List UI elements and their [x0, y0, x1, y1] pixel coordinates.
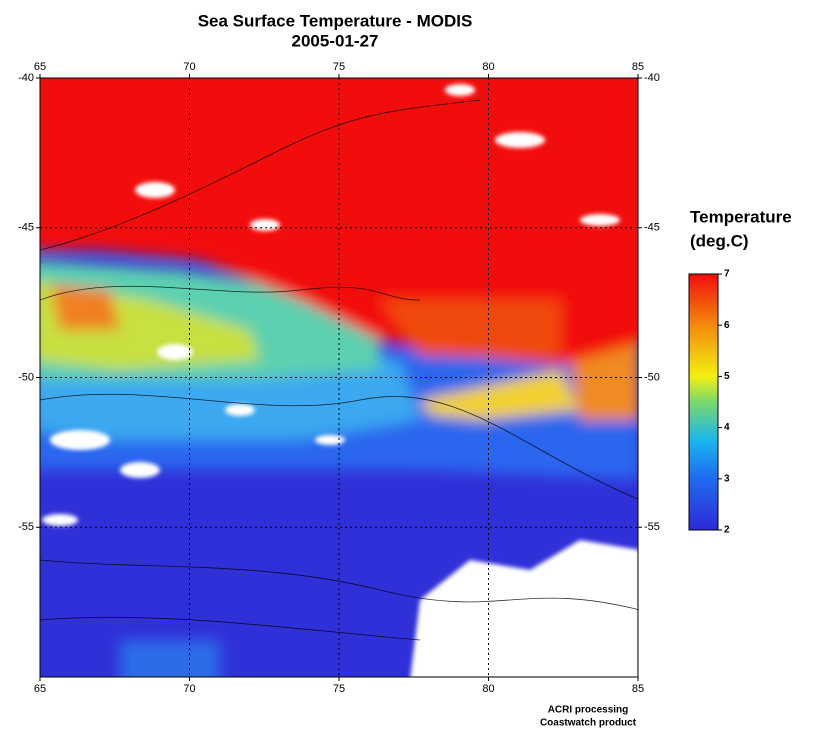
credit: Coastwatch product	[540, 718, 637, 729]
colorbar-tick-label: 6	[724, 320, 730, 331]
y-tick-label: -45	[18, 222, 34, 234]
sst-field	[40, 78, 638, 677]
x-tick-label: 80	[482, 61, 494, 73]
colorbar-tick-label: 7	[724, 269, 730, 280]
colorbar-title: Temperature	[690, 207, 792, 226]
x-tick-label: 80	[482, 683, 494, 695]
x-tick-label: 85	[632, 683, 644, 695]
y-tick-label: -55	[18, 521, 34, 533]
colorbar-unit: (deg.C)	[690, 231, 749, 250]
map-date: 2005-01-27	[292, 31, 379, 50]
x-tick-label: 65	[34, 61, 46, 73]
y-tick-label: -50	[18, 371, 34, 383]
y-tick-label: -40	[644, 72, 660, 84]
credit: ACRI processing	[548, 705, 629, 716]
colorbar-tick-label: 2	[724, 525, 730, 536]
colorbar-tick-label: 3	[724, 473, 730, 484]
y-tick-label: -55	[644, 521, 660, 533]
y-tick-label: -45	[644, 222, 660, 234]
x-tick-label: 70	[183, 683, 195, 695]
colorbar	[688, 273, 719, 531]
x-tick-label: 85	[632, 61, 644, 73]
colorbar-tick-label: 4	[724, 422, 730, 433]
x-tick-label: 75	[333, 683, 345, 695]
map-title: Sea Surface Temperature - MODIS	[198, 11, 473, 30]
y-tick-label: -40	[18, 72, 34, 84]
x-tick-label: 65	[34, 683, 46, 695]
x-tick-label: 70	[183, 61, 195, 73]
colorbar-tick-label: 5	[724, 371, 730, 382]
y-tick-label: -50	[644, 371, 660, 383]
x-tick-label: 75	[333, 61, 345, 73]
